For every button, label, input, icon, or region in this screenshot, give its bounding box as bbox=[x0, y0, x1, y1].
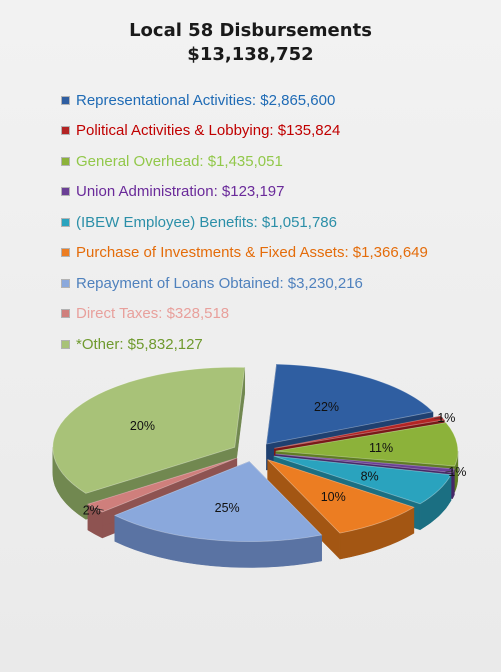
legend-label: Representational Activities: $2,865,600 bbox=[76, 91, 336, 109]
slice-pct-label: 11% bbox=[369, 441, 393, 455]
legend-item: Purchase of Investments & Fixed Assets: … bbox=[62, 238, 428, 269]
legend-swatch bbox=[62, 218, 69, 226]
pie-slice bbox=[267, 458, 415, 560]
slice-pct-label: 1% bbox=[437, 411, 455, 425]
chart-subtitle: $13,138,752 bbox=[187, 44, 314, 65]
legend-swatch bbox=[62, 96, 69, 104]
legend: Representational Activities: $2,865,600 P… bbox=[62, 85, 428, 360]
legend-swatch bbox=[62, 127, 69, 135]
slice-pct-label: 8% bbox=[361, 470, 379, 484]
legend-swatch bbox=[62, 157, 69, 165]
legend-item: Union Administration: $123,197 bbox=[62, 177, 428, 208]
slice-pct-label: 25% bbox=[215, 501, 240, 515]
legend-swatch bbox=[62, 279, 69, 287]
leader-line bbox=[94, 507, 104, 511]
slice-pct-label: 2% bbox=[83, 503, 101, 517]
legend-label: General Overhead: $1,435,051 bbox=[76, 152, 283, 170]
legend-swatch bbox=[62, 188, 69, 196]
slice-pct-label: 1% bbox=[448, 465, 466, 479]
legend-swatch bbox=[62, 310, 69, 318]
legend-label: Union Administration: $123,197 bbox=[76, 183, 285, 201]
slice-pct-label: 22% bbox=[314, 400, 339, 414]
legend-swatch bbox=[62, 340, 69, 348]
slice-pct-label: 10% bbox=[321, 490, 346, 504]
legend-item: (IBEW Employee) Benefits: $1,051,786 bbox=[62, 207, 428, 238]
pie-slice bbox=[113, 460, 323, 568]
legend-label: Direct Taxes: $328,518 bbox=[76, 305, 230, 323]
legend-swatch bbox=[62, 249, 69, 257]
legend-item: Direct Taxes: $328,518 bbox=[62, 299, 428, 330]
legend-label: (IBEW Employee) Benefits: $1,051,786 bbox=[76, 213, 337, 231]
leader-line bbox=[445, 470, 454, 473]
slice-pct-label: 20% bbox=[130, 419, 155, 433]
legend-label: Repayment of Loans Obtained: $3,230,216 bbox=[76, 274, 363, 292]
legend-item: General Overhead: $1,435,051 bbox=[62, 146, 428, 177]
legend-item: Representational Activities: $2,865,600 bbox=[62, 85, 428, 116]
legend-label: *Other: $5,832,127 bbox=[76, 335, 203, 353]
legend-item: Political Activities & Lobbying: $135,82… bbox=[62, 116, 428, 147]
legend-item: *Other: $5,832,127 bbox=[62, 329, 428, 360]
chart-title: Local 58 Disbursements bbox=[129, 20, 372, 41]
legend-label: Political Activities & Lobbying: $135,82… bbox=[76, 122, 341, 140]
legend-label: Purchase of Investments & Fixed Assets: … bbox=[76, 244, 428, 262]
legend-item: Repayment of Loans Obtained: $3,230,216 bbox=[62, 268, 428, 299]
